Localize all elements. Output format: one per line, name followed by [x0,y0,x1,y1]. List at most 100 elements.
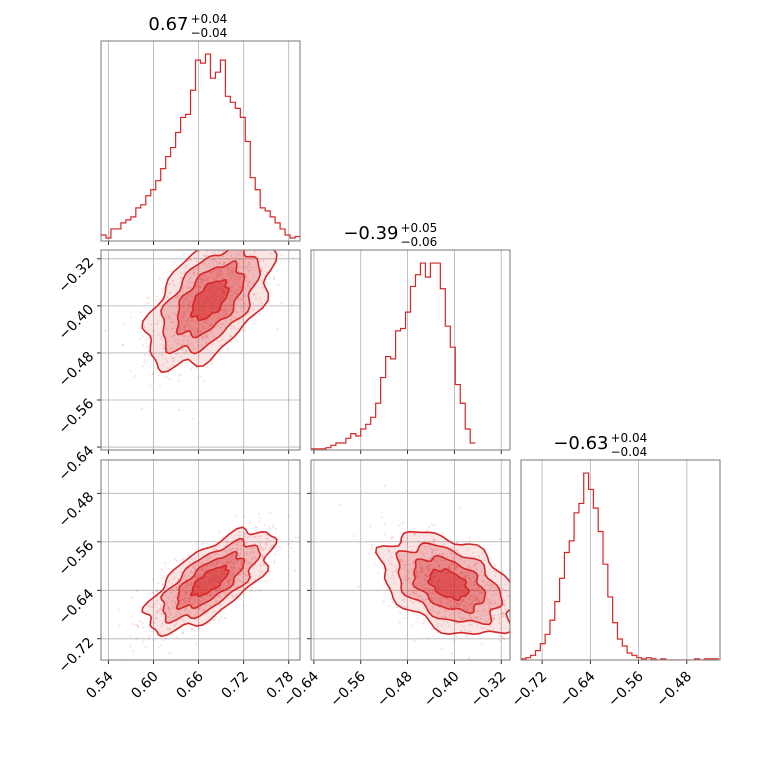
joint-p1-p2-ytick-label-3: −0.40 [56,302,98,344]
joint-p1-p2-sample [244,280,247,283]
hist-p3-xtick-label-2: −0.56 [605,669,647,711]
joint-p1-p3-sample [254,525,257,529]
joint-p2-p3-sample [369,525,372,528]
joint-p1-p2-sample [197,266,200,269]
joint-p2-p3-sample [444,610,447,613]
joint-p1-p3-sample [171,595,175,598]
joint-p2-p3-sample [415,574,418,577]
joint-p1-p3-sample [175,586,178,589]
joint-p2-p3-sample [428,571,431,574]
joint-p1-p2-sample [172,279,175,282]
joint-p1-p3-sample [167,567,170,570]
joint-p1-p2-sample [237,288,240,291]
joint-p2-p3-sample [468,570,471,573]
joint-p1-p2-sample [222,315,225,318]
joint-p2-p3-sample [411,562,414,565]
joint-p2-p3-sample [432,540,436,544]
joint-p1-p3-sample [157,646,160,649]
joint-p1-p2-sample [191,268,195,271]
joint-p1-p2-sample [209,265,212,268]
joint-p1-p3-sample [201,542,204,545]
joint-p1-p2-sample [247,282,250,285]
joint-p1-p3-sample [246,558,249,561]
joint-p1-p2-sample [182,317,185,320]
joint-p2-p3-sample [497,613,500,616]
joint-p2-p3-sample [441,551,444,554]
joint-p1-p3-sample [242,593,246,596]
joint-p1-p2-sample [148,297,151,300]
joint-p1-p2-sample [170,335,174,338]
joint-p2-p3-sample [425,573,428,577]
joint-p1-p3-sample [225,561,228,564]
joint-p1-p2-sample [239,306,242,309]
joint-p1-p2-sample [243,295,246,298]
joint-p1-p3-sample [257,536,260,539]
joint-p1-p3-sample [238,554,241,557]
joint-p2-p3-sample [462,576,466,579]
joint-p2-p3-sample [503,599,507,602]
joint-p1-p3-sample [173,578,176,581]
joint-p2-p3-sample [469,583,472,586]
joint-p2-p3-sample [441,607,444,611]
joint-p1-p2-sample [290,304,293,307]
joint-p2-p3-sample [475,598,478,601]
joint-p2-p3-sample [502,598,505,602]
joint-p1-p3-sample [154,602,157,606]
joint-p1-p2-sample [186,321,189,324]
joint-p2-p3-sample [525,611,527,613]
joint-p1-p2-sample [239,266,242,269]
joint-p1-p3-sample [191,570,194,574]
joint-p1-p3-sample [243,572,246,576]
joint-p1-p2-sample [210,363,213,366]
joint-p1-p3-sample [144,646,147,649]
joint-p2-p3-sample [463,571,466,574]
joint-p1-p3-sample [190,571,194,575]
joint-p1-p2-sample [204,335,207,338]
joint-p2-p3-sample [432,589,435,592]
joint-p2-p3-sample [447,624,451,628]
joint-p2-p3-sample [506,595,509,598]
joint-p1-p2-sample [168,378,172,381]
joint-p2-p3-sample [480,614,483,617]
joint-p1-p3-sample [254,556,257,559]
joint-p1-p2-sample [237,270,240,273]
joint-p1-p2-sample [238,286,241,290]
joint-p2-p3-sample [404,569,407,572]
joint-p1-p3-sample [231,568,234,572]
joint-p1-p3-sample [210,595,213,598]
joint-p1-p3-sample [246,537,249,540]
joint-p1-p2-sample [246,276,249,279]
joint-p1-p2-sample [165,327,168,330]
joint-p1-p2-sample [244,287,248,290]
joint-p2-p3-sample [468,597,471,600]
joint-p1-p3-sample [201,566,204,569]
joint-p1-p2-sample [149,384,152,387]
joint-p1-p2-sample [201,324,205,327]
joint-p2-p3-sample [491,583,494,586]
joint-p2-p3-sample [409,576,412,580]
joint-p1-p2-sample [226,258,229,261]
joint-p2-p3-sample [462,599,465,602]
joint-p1-p2-sample [249,268,252,271]
joint-p2-p3-sample [409,582,412,585]
joint-p1-p2-sample [186,324,190,327]
joint-p2-p3-sample [451,546,454,549]
joint-p1-p2-sample [176,296,179,299]
joint-p1-p3-sample [155,599,158,603]
joint-p1-p2-sample [195,285,198,288]
joint-p1-p2-sample [182,305,185,309]
joint-p2-p3-sample [490,586,494,590]
joint-p2-p3-sample [499,612,502,616]
joint-p1-p2-sample [145,338,148,341]
joint-p1-p3-sample [200,596,203,599]
joint-p2-p3-sample [485,628,489,631]
joint-p2-p3-sample [417,540,421,544]
joint-p2-p3-sample [387,550,391,553]
hist-p1-step [101,53,300,239]
joint-p2-p3-sample [468,536,471,539]
joint-p1-p2-sample [187,340,190,343]
joint-p1-p2-sample [214,320,217,323]
joint-p1-p3-sample [198,607,201,611]
joint-p1-p2-sample [227,273,230,276]
joint-p1-p2-sample [249,281,252,284]
